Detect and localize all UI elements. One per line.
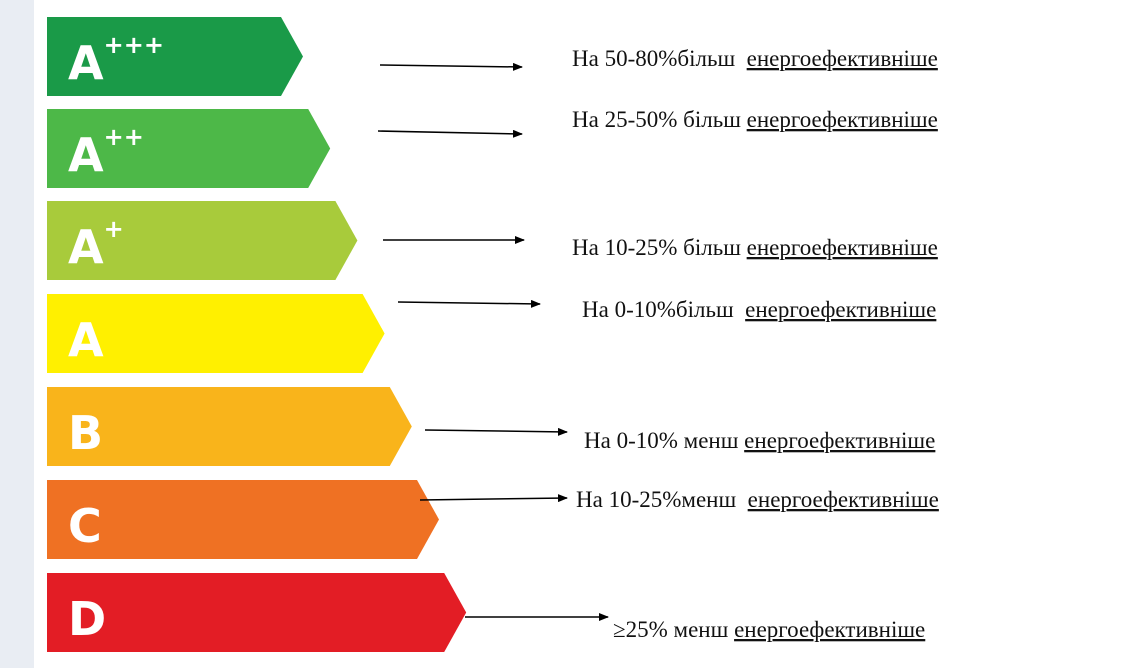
class-description: На 50-80%більш енергоефективніше — [572, 46, 938, 71]
pointer-arrow — [424, 427, 568, 436]
class-label: C — [68, 499, 102, 553]
description-highlight: енергоефективніше — [745, 297, 936, 322]
page-margin — [0, 0, 34, 668]
class-superscript: +++ — [104, 31, 164, 59]
class-description: ≥25% менш енергоефективніше — [613, 617, 925, 642]
class-arrow — [47, 294, 385, 373]
class-letter: B — [68, 406, 103, 460]
energy-class-row: A++ На 25-50% більш енергоефективніше — [47, 107, 938, 188]
class-arrow — [47, 109, 331, 188]
description-highlight: енергоефективніше — [747, 235, 938, 260]
description-highlight: енергоефективніше — [747, 46, 938, 71]
description-highlight: енергоефективніше — [744, 428, 935, 453]
class-arrow — [47, 387, 412, 466]
energy-class-row: A На 0-10%більш енергоефективніше — [47, 294, 936, 373]
class-arrow — [47, 573, 467, 652]
class-description: На 0-10%більш енергоефективніше — [582, 297, 936, 322]
energy-class-row: C На 10-25%менш енергоефективніше — [47, 480, 939, 559]
description-text: На 0-10% менш — [584, 428, 744, 453]
class-label: A+ — [68, 215, 124, 274]
class-letter: C — [68, 499, 102, 553]
class-letter: A — [68, 220, 104, 274]
class-arrow — [47, 201, 358, 280]
class-letter: A — [68, 36, 104, 90]
class-description: На 0-10% менш енергоефективніше — [584, 428, 935, 453]
description-highlight: енергоефективніше — [747, 107, 938, 132]
description-text: На 10-25%менш — [576, 487, 748, 512]
description-text: На 50-80%більш — [572, 46, 747, 71]
class-description: На 25-50% більш енергоефективніше — [572, 107, 938, 132]
class-letter: A — [68, 313, 104, 367]
description-highlight: енергоефективніше — [748, 487, 939, 512]
class-letter: A — [68, 128, 104, 182]
class-description: На 10-25%менш енергоефективніше — [576, 487, 939, 512]
pointer-arrow — [377, 129, 523, 138]
pointer-arrow — [419, 494, 568, 503]
class-arrow — [47, 480, 439, 559]
description-highlight: енергоефективніше — [734, 617, 925, 642]
energy-class-row: A+++ На 50-80%більш енергоефективніше — [47, 17, 938, 96]
class-description: На 10-25% більш енергоефективніше — [572, 235, 938, 260]
pointer-arrow — [397, 299, 541, 308]
class-superscript: ++ — [104, 123, 144, 151]
class-arrow — [47, 17, 303, 96]
class-letter: D — [68, 592, 106, 646]
energy-class-row: B На 0-10% менш енергоефективніше — [47, 387, 935, 466]
energy-class-row: A+ На 10-25% більш енергоефективніше — [47, 201, 938, 280]
class-label: B — [68, 406, 103, 460]
pointer-arrow — [379, 62, 523, 71]
class-label: A — [68, 313, 104, 367]
energy-class-row: D ≥25% менш енергоефективніше — [47, 573, 925, 652]
class-label: D — [68, 592, 106, 646]
class-superscript: + — [104, 215, 124, 243]
description-text: На 10-25% більш — [572, 235, 747, 260]
description-text: ≥25% менш — [613, 617, 734, 642]
description-text: На 25-50% більш — [572, 107, 747, 132]
description-text: На 0-10%більш — [582, 297, 745, 322]
class-label: A+++ — [68, 31, 164, 90]
class-label: A++ — [68, 123, 144, 182]
